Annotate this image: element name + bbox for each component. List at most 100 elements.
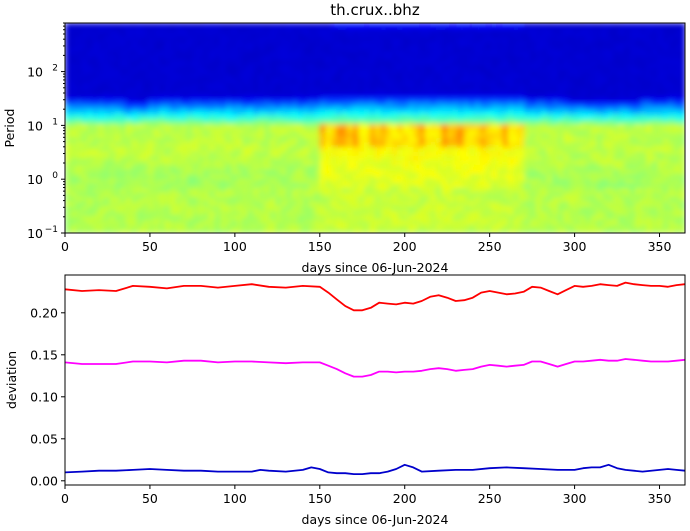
heatmap-cell bbox=[286, 73, 293, 79]
heatmap-cell bbox=[153, 109, 160, 115]
heatmap-cell bbox=[524, 109, 531, 115]
heatmap-cell bbox=[70, 59, 77, 65]
heatmap-cell bbox=[65, 82, 72, 88]
heatmap-cell bbox=[375, 105, 382, 111]
heatmap-cell bbox=[657, 141, 664, 147]
heatmap-cell bbox=[446, 137, 454, 143]
heatmap-cell bbox=[585, 105, 592, 111]
heatmap-cell bbox=[197, 64, 204, 70]
heatmap-cell bbox=[413, 86, 420, 93]
heatmap-cell bbox=[286, 205, 293, 211]
heatmap-cell bbox=[480, 73, 487, 79]
heatmap-cell bbox=[303, 132, 310, 138]
heatmap-cell bbox=[430, 45, 437, 51]
heatmap-cell bbox=[81, 32, 88, 38]
heatmap-cell bbox=[629, 73, 636, 79]
heatmap-cell bbox=[225, 32, 232, 38]
heatmap-cell bbox=[386, 187, 393, 193]
heatmap-cell bbox=[513, 196, 520, 202]
heatmap-cell bbox=[402, 82, 409, 88]
heatmap-cell bbox=[81, 114, 88, 120]
heatmap-cell bbox=[585, 210, 592, 216]
heatmap-cell bbox=[574, 132, 581, 138]
heatmap-cell bbox=[474, 191, 481, 198]
heatmap-cell bbox=[258, 114, 265, 120]
heatmap-cell bbox=[87, 118, 94, 125]
heatmap-cell bbox=[159, 36, 166, 42]
heatmap-cell bbox=[297, 150, 304, 156]
heatmap-cell bbox=[98, 132, 105, 138]
heatmap-cell bbox=[286, 219, 293, 225]
heatmap-cell bbox=[375, 187, 382, 193]
heatmap-cell bbox=[103, 219, 110, 225]
heatmap-cell bbox=[601, 159, 609, 166]
heatmap-cell bbox=[236, 228, 243, 233]
heatmap-cell bbox=[220, 68, 227, 74]
heatmap-cell bbox=[236, 146, 243, 152]
heatmap-cell bbox=[541, 50, 548, 56]
heatmap-cell bbox=[247, 182, 254, 188]
heatmap-cell bbox=[170, 77, 177, 83]
heatmap-cell bbox=[657, 155, 664, 161]
heatmap-cell bbox=[203, 86, 210, 93]
heatmap-cell bbox=[264, 77, 271, 83]
heatmap-cell bbox=[142, 123, 149, 129]
heatmap-cell bbox=[507, 86, 514, 93]
heatmap-cell bbox=[358, 159, 365, 166]
heatmap-cell bbox=[446, 159, 454, 166]
heatmap-cell bbox=[518, 159, 526, 166]
heatmap-cell bbox=[253, 54, 260, 61]
heatmap-cell bbox=[319, 159, 326, 166]
heatmap-cell bbox=[480, 141, 487, 147]
heatmap-cell bbox=[646, 137, 653, 143]
heatmap-cell bbox=[70, 77, 77, 83]
heatmap-cell bbox=[352, 36, 359, 42]
heatmap-cell bbox=[524, 23, 531, 29]
heatmap-cell bbox=[297, 123, 304, 129]
heatmap-cell bbox=[363, 54, 371, 61]
heatmap-cell bbox=[125, 214, 133, 220]
heatmap-cell bbox=[618, 219, 625, 225]
heatmap-cell bbox=[485, 59, 492, 65]
heatmap-cell bbox=[231, 146, 238, 152]
heatmap-cell bbox=[590, 100, 598, 106]
heatmap-cell bbox=[646, 45, 653, 51]
heatmap-cell bbox=[546, 86, 553, 93]
heatmap-cell bbox=[601, 228, 609, 233]
heatmap-cell bbox=[236, 45, 243, 51]
heatmap-cell bbox=[629, 118, 636, 125]
heatmap-cell bbox=[596, 100, 603, 106]
heatmap-cell bbox=[585, 150, 592, 156]
heatmap-cell bbox=[601, 164, 609, 170]
heatmap-cell bbox=[541, 150, 548, 156]
heatmap-cell bbox=[596, 45, 603, 51]
heatmap-cell bbox=[452, 91, 459, 97]
heatmap-cell bbox=[563, 105, 570, 111]
heatmap-cell bbox=[153, 132, 160, 138]
heatmap-cell bbox=[120, 155, 127, 161]
heatmap-cell bbox=[646, 91, 653, 97]
heatmap-cell bbox=[458, 54, 465, 61]
heatmap-cell bbox=[98, 91, 105, 97]
heatmap-cell bbox=[402, 191, 409, 198]
heatmap-cell bbox=[153, 64, 160, 70]
heatmap-cell bbox=[330, 54, 337, 61]
heatmap-cell bbox=[563, 114, 570, 120]
heatmap-cell bbox=[103, 146, 110, 152]
heatmap-cell bbox=[408, 64, 415, 70]
heatmap-cell bbox=[103, 50, 110, 56]
heatmap-cell bbox=[236, 100, 243, 106]
heatmap-cell bbox=[186, 178, 193, 184]
heatmap-cell bbox=[629, 41, 636, 47]
heatmap-cell bbox=[297, 27, 304, 33]
heatmap-cell bbox=[220, 132, 227, 138]
heatmap-cell bbox=[208, 201, 216, 207]
heatmap-cell bbox=[98, 105, 105, 111]
heatmap-cell bbox=[341, 41, 348, 47]
heatmap-cell bbox=[629, 96, 636, 102]
heatmap-cell bbox=[463, 82, 470, 88]
heatmap-cell bbox=[148, 105, 155, 111]
heatmap-cell bbox=[491, 169, 498, 175]
heatmap-cell bbox=[430, 187, 437, 193]
heatmap-cell bbox=[70, 155, 77, 161]
